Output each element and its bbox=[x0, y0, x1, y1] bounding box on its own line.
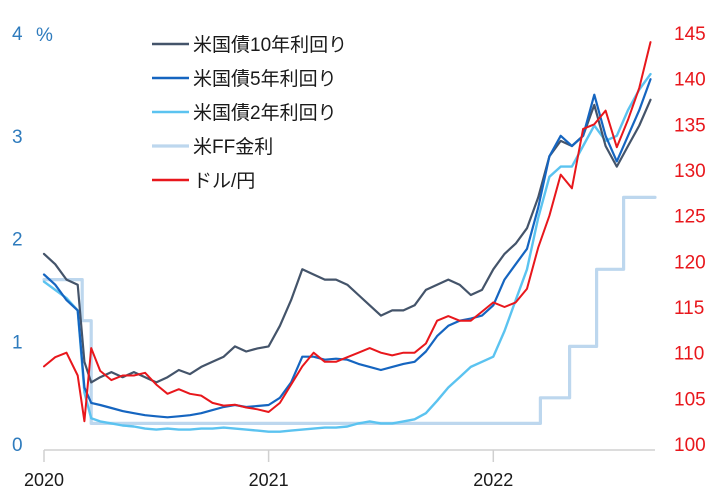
left-axis: 0 1 2 3 4 bbox=[12, 24, 23, 456]
x-tick-label: 2022 bbox=[473, 470, 513, 490]
plot-lines bbox=[42, 41, 657, 433]
left-tick-label: 3 bbox=[12, 127, 23, 148]
right-tick-label: 145 bbox=[674, 24, 706, 45]
legend-label: 米国債2年利回り bbox=[193, 102, 337, 124]
right-tick-label: 125 bbox=[674, 207, 706, 228]
x-tick-label: 2021 bbox=[249, 470, 289, 490]
right-tick-label: 140 bbox=[674, 70, 706, 91]
legend-label: 米FF金利 bbox=[193, 136, 273, 158]
right-axis: 100 105 110 115 120 125 130 135 140 145 bbox=[674, 24, 706, 456]
series-line-fedfunds bbox=[42, 195, 657, 425]
series-line-usdjpy bbox=[43, 41, 652, 423]
right-tick-label: 100 bbox=[674, 435, 706, 456]
x-tick-label: 2020 bbox=[24, 470, 64, 490]
left-tick-label: 1 bbox=[12, 332, 23, 353]
series-line-ust2 bbox=[42, 72, 652, 433]
legend-item-usdjpy: ドル/円 bbox=[152, 171, 255, 192]
left-tick-label: 0 bbox=[12, 435, 23, 456]
left-axis-unit: % bbox=[36, 25, 53, 46]
legend-item-fedfunds: 米FF金利 bbox=[152, 136, 273, 158]
series-line-ust10 bbox=[42, 98, 652, 384]
legend-item-ust10: 米国債10年利回り bbox=[152, 34, 347, 56]
legend-label: 米国債5年利回り bbox=[193, 68, 337, 90]
legend-item-ust2: 米国債2年利回り bbox=[152, 102, 337, 124]
right-tick-label: 115 bbox=[674, 298, 704, 319]
legend-item-ust5: 米国債5年利回り bbox=[152, 68, 337, 90]
right-tick-label: 105 bbox=[674, 389, 706, 410]
legend-label: 米国債10年利回り bbox=[193, 34, 347, 56]
right-tick-label: 120 bbox=[674, 252, 706, 273]
right-tick-label: 135 bbox=[674, 115, 706, 136]
series-line-ust5 bbox=[42, 78, 652, 419]
right-tick-label: 130 bbox=[674, 161, 706, 182]
x-axis: 2020 2021 2022 bbox=[24, 450, 513, 490]
left-tick-label: 2 bbox=[12, 230, 23, 251]
left-tick-label: 4 bbox=[12, 24, 23, 45]
legend-label: ドル/円 bbox=[193, 171, 255, 192]
right-tick-label: 110 bbox=[674, 344, 704, 365]
